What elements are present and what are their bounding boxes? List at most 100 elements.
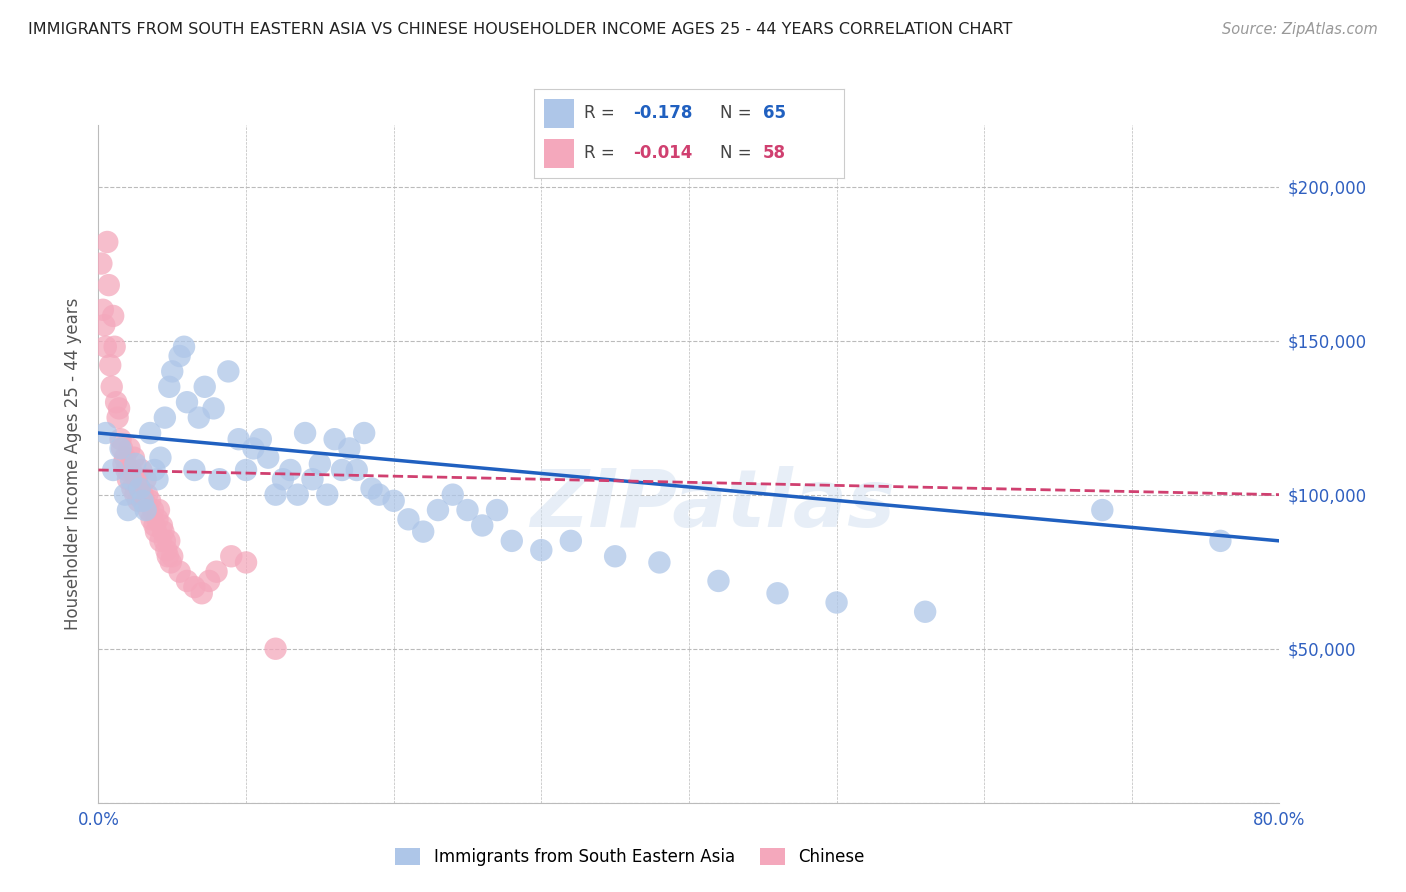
Point bbox=[90, 256, 112, 270]
Point bbox=[120, 472, 142, 486]
Point bbox=[198, 574, 221, 588]
Point bbox=[264, 641, 287, 656]
Point bbox=[368, 488, 391, 502]
Point bbox=[132, 488, 155, 502]
Point bbox=[117, 503, 139, 517]
Point bbox=[173, 340, 195, 354]
Point bbox=[122, 450, 145, 465]
Point bbox=[316, 488, 339, 502]
Point bbox=[143, 518, 166, 533]
Point bbox=[235, 556, 257, 570]
Text: N =: N = bbox=[720, 145, 756, 162]
Point bbox=[1091, 503, 1114, 517]
Point bbox=[117, 472, 139, 486]
Point bbox=[149, 450, 172, 465]
Point bbox=[412, 524, 434, 539]
Point bbox=[766, 586, 789, 600]
Point bbox=[114, 488, 136, 502]
Point bbox=[103, 463, 125, 477]
Point bbox=[115, 463, 138, 477]
Point bbox=[278, 463, 302, 477]
Point bbox=[148, 503, 170, 517]
Text: ZIPatlas: ZIPatlas bbox=[530, 466, 896, 543]
Point bbox=[150, 518, 173, 533]
Point bbox=[91, 302, 114, 317]
Point bbox=[441, 488, 464, 502]
Point bbox=[103, 309, 125, 323]
Point bbox=[235, 463, 257, 477]
Point bbox=[134, 493, 156, 508]
Point bbox=[107, 410, 129, 425]
Point bbox=[139, 425, 162, 440]
Point bbox=[169, 565, 191, 579]
Point bbox=[183, 463, 205, 477]
Point bbox=[194, 380, 217, 394]
Point bbox=[104, 340, 127, 354]
Point bbox=[132, 493, 155, 508]
Point bbox=[143, 463, 166, 477]
Point bbox=[145, 524, 167, 539]
Point bbox=[93, 318, 115, 333]
Point bbox=[287, 488, 309, 502]
Text: Source: ZipAtlas.com: Source: ZipAtlas.com bbox=[1222, 22, 1378, 37]
Point bbox=[121, 482, 143, 496]
Point bbox=[825, 595, 848, 609]
Point bbox=[149, 533, 172, 548]
Text: 65: 65 bbox=[763, 104, 786, 122]
Point bbox=[100, 380, 122, 394]
Point bbox=[294, 425, 316, 440]
Text: IMMIGRANTS FROM SOUTH EASTERN ASIA VS CHINESE HOUSEHOLDER INCOME AGES 25 - 44 YE: IMMIGRANTS FROM SOUTH EASTERN ASIA VS CH… bbox=[28, 22, 1012, 37]
Point bbox=[98, 358, 121, 372]
Point bbox=[560, 533, 582, 548]
Point bbox=[914, 605, 936, 619]
Point bbox=[125, 472, 148, 486]
Point bbox=[110, 442, 132, 456]
Point bbox=[152, 524, 174, 539]
Point bbox=[250, 432, 273, 446]
Point bbox=[97, 278, 120, 293]
Point bbox=[155, 543, 177, 558]
Text: -0.014: -0.014 bbox=[633, 145, 693, 162]
Point bbox=[217, 364, 239, 378]
Point bbox=[94, 425, 117, 440]
Point bbox=[114, 450, 136, 465]
Point bbox=[111, 442, 134, 456]
Point bbox=[159, 556, 181, 570]
Point bbox=[176, 395, 198, 409]
Text: 58: 58 bbox=[763, 145, 786, 162]
FancyBboxPatch shape bbox=[544, 139, 575, 168]
Point bbox=[162, 549, 183, 564]
Point bbox=[141, 512, 163, 526]
Point bbox=[396, 512, 419, 526]
Point bbox=[301, 472, 323, 486]
Point bbox=[339, 442, 360, 456]
Point bbox=[707, 574, 730, 588]
Point bbox=[105, 395, 128, 409]
Point bbox=[124, 457, 146, 471]
Point bbox=[128, 482, 150, 496]
Point bbox=[110, 432, 132, 446]
Point bbox=[169, 349, 191, 363]
Text: N =: N = bbox=[720, 104, 756, 122]
Point bbox=[153, 533, 176, 548]
Point bbox=[360, 482, 382, 496]
Point bbox=[128, 482, 150, 496]
Point bbox=[208, 472, 231, 486]
Point bbox=[157, 380, 180, 394]
Point bbox=[353, 425, 375, 440]
Point bbox=[242, 442, 264, 456]
Point bbox=[94, 340, 117, 354]
Point bbox=[156, 549, 179, 564]
Point bbox=[382, 493, 405, 508]
Point bbox=[605, 549, 627, 564]
Point bbox=[146, 472, 169, 486]
Point bbox=[118, 442, 141, 456]
Point bbox=[162, 364, 183, 378]
Text: R =: R = bbox=[583, 104, 620, 122]
Legend: Immigrants from South Eastern Asia, Chinese: Immigrants from South Eastern Asia, Chin… bbox=[388, 841, 872, 872]
Point bbox=[142, 503, 165, 517]
Point bbox=[648, 556, 671, 570]
Point bbox=[96, 235, 118, 249]
Point bbox=[202, 401, 225, 416]
Point bbox=[501, 533, 523, 548]
